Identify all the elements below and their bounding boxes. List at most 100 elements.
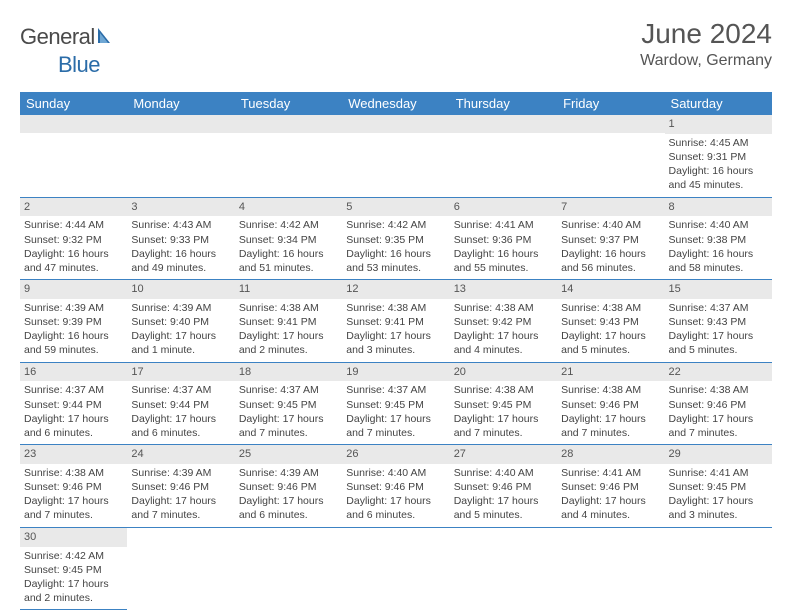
logo-text-general: General: [20, 24, 95, 49]
sunrise-line: Sunrise: 4:45 AM: [669, 136, 768, 150]
sunset-line: Sunset: 9:33 PM: [131, 233, 230, 247]
sunrise-line: Sunrise: 4:41 AM: [561, 466, 660, 480]
sunrise-line: Sunrise: 4:42 AM: [239, 218, 338, 232]
day-details: Sunrise: 4:38 AMSunset: 9:46 PMDaylight:…: [557, 381, 664, 444]
sunrise-line: Sunrise: 4:43 AM: [131, 218, 230, 232]
sunrise-line: Sunrise: 4:39 AM: [131, 466, 230, 480]
daylight-line: Daylight: 17 hours and 7 minutes.: [346, 412, 445, 440]
day-number: 26: [342, 445, 449, 464]
calendar-cell: [557, 115, 664, 197]
day-number: 12: [342, 280, 449, 299]
day-details: Sunrise: 4:37 AMSunset: 9:45 PMDaylight:…: [235, 381, 342, 444]
calendar-week-row: 9Sunrise: 4:39 AMSunset: 9:39 PMDaylight…: [20, 280, 772, 363]
day-details: Sunrise: 4:43 AMSunset: 9:33 PMDaylight:…: [127, 216, 234, 279]
day-number: 27: [450, 445, 557, 464]
sunset-line: Sunset: 9:40 PM: [131, 315, 230, 329]
sail-icon: [97, 24, 117, 50]
day-details: Sunrise: 4:40 AMSunset: 9:38 PMDaylight:…: [665, 216, 772, 279]
empty-day-bar: [127, 115, 234, 133]
day-number: 18: [235, 363, 342, 382]
day-number: 9: [20, 280, 127, 299]
sunrise-line: Sunrise: 4:38 AM: [454, 383, 553, 397]
calendar-cell: 8Sunrise: 4:40 AMSunset: 9:38 PMDaylight…: [665, 197, 772, 280]
calendar-table: SundayMondayTuesdayWednesdayThursdayFrid…: [20, 92, 772, 610]
weekday-header-row: SundayMondayTuesdayWednesdayThursdayFrid…: [20, 92, 772, 115]
calendar-cell: 30Sunrise: 4:42 AMSunset: 9:45 PMDayligh…: [20, 527, 127, 610]
sunset-line: Sunset: 9:46 PM: [561, 398, 660, 412]
day-details: Sunrise: 4:38 AMSunset: 9:45 PMDaylight:…: [450, 381, 557, 444]
calendar-cell: 24Sunrise: 4:39 AMSunset: 9:46 PMDayligh…: [127, 445, 234, 528]
sunrise-line: Sunrise: 4:37 AM: [239, 383, 338, 397]
sunset-line: Sunset: 9:36 PM: [454, 233, 553, 247]
sunset-line: Sunset: 9:41 PM: [239, 315, 338, 329]
calendar-cell: [127, 115, 234, 197]
daylight-line: Daylight: 17 hours and 5 minutes.: [454, 494, 553, 522]
empty-day-bar: [342, 115, 449, 133]
day-number: 23: [20, 445, 127, 464]
sunrise-line: Sunrise: 4:37 AM: [24, 383, 123, 397]
calendar-cell: 9 Sunrise: 4:39 AMSunset: 9:39 PMDaylight…: [20, 280, 127, 363]
calendar-cell: [450, 527, 557, 610]
day-number: 15: [665, 280, 772, 299]
day-details: Sunrise: 4:37 AMSunset: 9:43 PMDaylight:…: [665, 299, 772, 362]
sunrise-line: Sunrise: 4:38 AM: [669, 383, 768, 397]
calendar-cell: 29Sunrise: 4:41 AMSunset: 9:45 PMDayligh…: [665, 445, 772, 528]
daylight-line: Daylight: 17 hours and 4 minutes.: [454, 329, 553, 357]
day-details: Sunrise: 4:37 AMSunset: 9:45 PMDaylight:…: [342, 381, 449, 444]
daylight-line: Daylight: 16 hours and 55 minutes.: [454, 247, 553, 275]
day-details: Sunrise: 4:38 AMSunset: 9:46 PMDaylight:…: [20, 464, 127, 527]
daylight-line: Daylight: 17 hours and 5 minutes.: [561, 329, 660, 357]
sunrise-line: Sunrise: 4:39 AM: [131, 301, 230, 315]
sunrise-line: Sunrise: 4:38 AM: [239, 301, 338, 315]
calendar-cell: 25Sunrise: 4:39 AMSunset: 9:46 PMDayligh…: [235, 445, 342, 528]
sunrise-line: Sunrise: 4:42 AM: [24, 549, 123, 563]
sunrise-line: Sunrise: 4:39 AM: [24, 301, 123, 315]
day-number: 5: [342, 198, 449, 217]
sunrise-line: Sunrise: 4:38 AM: [24, 466, 123, 480]
sunset-line: Sunset: 9:39 PM: [24, 315, 123, 329]
calendar-body: 1Sunrise: 4:45 AMSunset: 9:31 PMDaylight…: [20, 115, 772, 610]
daylight-line: Daylight: 17 hours and 3 minutes.: [346, 329, 445, 357]
daylight-line: Daylight: 17 hours and 7 minutes.: [454, 412, 553, 440]
sunrise-line: Sunrise: 4:38 AM: [346, 301, 445, 315]
calendar-cell: [235, 527, 342, 610]
calendar-cell: 27Sunrise: 4:40 AMSunset: 9:46 PMDayligh…: [450, 445, 557, 528]
empty-day-bar: [20, 115, 127, 133]
day-number: 16: [20, 363, 127, 382]
weekday-header: Tuesday: [235, 92, 342, 115]
logo-text: GeneralBlue: [20, 24, 117, 78]
calendar-cell: [665, 527, 772, 610]
sunset-line: Sunset: 9:43 PM: [669, 315, 768, 329]
daylight-line: Daylight: 17 hours and 7 minutes.: [239, 412, 338, 440]
daylight-line: Daylight: 17 hours and 7 minutes.: [561, 412, 660, 440]
sunrise-line: Sunrise: 4:39 AM: [239, 466, 338, 480]
day-details: Sunrise: 4:42 AMSunset: 9:34 PMDaylight:…: [235, 216, 342, 279]
day-number: 2: [20, 198, 127, 217]
location: Wardow, Germany: [640, 52, 772, 70]
day-number: 11: [235, 280, 342, 299]
sunrise-line: Sunrise: 4:37 AM: [346, 383, 445, 397]
sunrise-line: Sunrise: 4:41 AM: [669, 466, 768, 480]
day-details: Sunrise: 4:38 AMSunset: 9:42 PMDaylight:…: [450, 299, 557, 362]
calendar-week-row: 30Sunrise: 4:42 AMSunset: 9:45 PMDayligh…: [20, 527, 772, 610]
calendar-cell: 4Sunrise: 4:42 AMSunset: 9:34 PMDaylight…: [235, 197, 342, 280]
daylight-line: Daylight: 16 hours and 59 minutes.: [24, 329, 123, 357]
empty-day-bar: [557, 115, 664, 133]
calendar-cell: [557, 527, 664, 610]
day-number: 30: [20, 528, 127, 547]
sunset-line: Sunset: 9:46 PM: [24, 480, 123, 494]
sunset-line: Sunset: 9:38 PM: [669, 233, 768, 247]
sunset-line: Sunset: 9:42 PM: [454, 315, 553, 329]
day-details: Sunrise: 4:37 AMSunset: 9:44 PMDaylight:…: [20, 381, 127, 444]
day-number: 19: [342, 363, 449, 382]
sunrise-line: Sunrise: 4:38 AM: [561, 301, 660, 315]
day-number: 25: [235, 445, 342, 464]
day-details: Sunrise: 4:39 AMSunset: 9:46 PMDaylight:…: [235, 464, 342, 527]
daylight-line: Daylight: 16 hours and 56 minutes.: [561, 247, 660, 275]
calendar-week-row: 23Sunrise: 4:38 AMSunset: 9:46 PMDayligh…: [20, 445, 772, 528]
sunset-line: Sunset: 9:34 PM: [239, 233, 338, 247]
sunset-line: Sunset: 9:43 PM: [561, 315, 660, 329]
sunset-line: Sunset: 9:35 PM: [346, 233, 445, 247]
sunset-line: Sunset: 9:41 PM: [346, 315, 445, 329]
day-details: Sunrise: 4:41 AMSunset: 9:45 PMDaylight:…: [665, 464, 772, 527]
